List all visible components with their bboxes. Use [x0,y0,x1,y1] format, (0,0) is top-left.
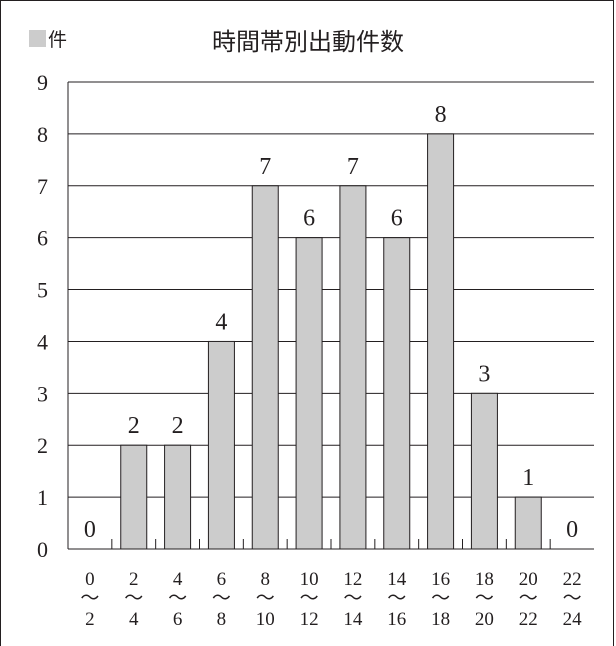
bar [120,444,148,550]
x-tick-label-from: 8 [261,569,271,590]
x-tick-label-to: 6 [173,609,183,630]
x-tick-label-sep: 〜 [300,588,319,609]
data-label: 0 [566,517,578,543]
data-label: 2 [172,413,184,439]
x-tick-label-from: 22 [563,569,582,590]
bar [251,185,279,550]
x-tick-label-to: 12 [300,609,319,630]
bar [207,340,235,550]
legend-label: 件 [48,28,68,51]
data-label: 6 [391,206,403,232]
x-tick-label-to: 14 [343,609,363,630]
x-tick-label-to: 2 [85,609,95,630]
data-label: 1 [522,465,534,491]
x-tick-label-to: 18 [431,609,450,630]
x-tick-label-sep: 〜 [475,588,494,609]
x-tick-label-sep: 〜 [80,588,99,609]
y-tick-label: 1 [37,485,48,510]
data-label: 4 [215,309,227,335]
x-tick-label-sep: 〜 [563,588,582,609]
x-tick-label-from: 6 [217,569,227,590]
y-tick-label: 4 [37,329,48,354]
legend-swatch [29,29,46,47]
bar [295,237,323,550]
x-tick-label-sep: 〜 [256,588,275,609]
x-tick-label-sep: 〜 [168,588,187,609]
data-label: 7 [347,154,359,180]
y-tick-label: 8 [37,122,48,147]
bar [164,444,192,550]
x-tick-label-to: 4 [129,609,139,630]
x-tick-label-from: 18 [475,569,494,590]
x-tick-label-to: 22 [519,609,538,630]
chart-title: 時間帯別出動件数 [212,28,404,56]
x-tick-label-sep: 〜 [212,588,231,609]
x-tick-label-from: 14 [387,569,407,590]
y-tick-label: 9 [37,70,48,95]
x-tick-label-from: 4 [173,569,183,590]
data-label: 6 [303,206,315,232]
x-tick-label-from: 2 [129,569,139,590]
bar [383,237,411,550]
x-tick-label-sep: 〜 [387,588,406,609]
x-tick-label-sep: 〜 [431,588,450,609]
x-tick-label-to: 24 [563,609,583,630]
data-label: 7 [259,154,271,180]
bar [427,133,455,550]
x-tick-label-from: 0 [85,569,95,590]
data-label: 3 [478,361,490,387]
x-tick-label-sep: 〜 [519,588,538,609]
x-tick-label-from: 16 [431,569,450,590]
x-tick-label-to: 20 [475,609,494,630]
y-tick-label: 6 [37,226,48,251]
bar [470,392,498,550]
y-tick-label: 2 [37,433,48,458]
x-tick-label-from: 12 [343,569,362,590]
y-tick-label: 0 [37,537,48,562]
x-tick-label-to: 16 [387,609,406,630]
bar [514,496,542,550]
x-tick-label-from: 10 [300,569,319,590]
y-tick-label: 5 [37,278,48,303]
legend: 件 [29,27,68,51]
x-tick-label-from: 20 [519,569,538,590]
bar [339,185,367,550]
data-label: 2 [128,413,140,439]
x-tick-label-to: 10 [256,609,275,630]
x-tick-label-sep: 〜 [343,588,362,609]
y-tick-label: 3 [37,381,48,406]
x-tick-label-sep: 〜 [124,588,143,609]
x-tick-label-to: 8 [217,609,227,630]
y-tick-label: 7 [37,174,48,199]
data-label: 0 [84,517,96,543]
data-label: 8 [435,102,447,128]
